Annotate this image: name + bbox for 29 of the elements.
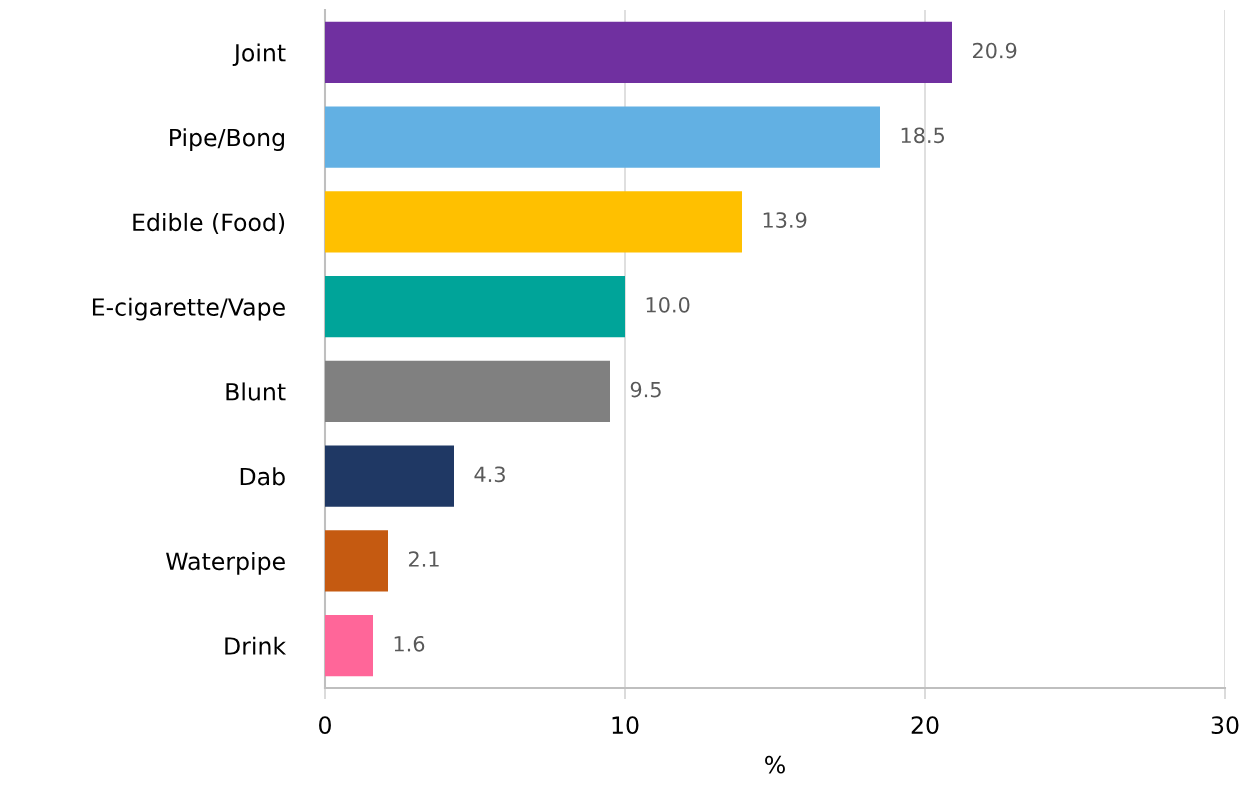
bar (325, 615, 373, 677)
y-tick-label: Dab (240, 467, 285, 486)
y-tick-label: Pipe/Bong (170, 128, 284, 152)
bar (325, 21, 952, 83)
y-tick-label: Drink (225, 636, 287, 655)
y-tick-label: Edible (Food) (133, 212, 285, 234)
x-tick-label: 30 (1211, 716, 1239, 735)
data-label: 4.3 (474, 466, 505, 483)
data-label: 2.1 (408, 551, 439, 567)
y-tick-label: Waterpipe (166, 551, 285, 575)
y-tick-label: Blunt (226, 382, 286, 401)
data-label: 20.9 (972, 42, 1017, 59)
data-label: 1.6 (394, 635, 425, 652)
data-label: 18.5 (901, 127, 945, 144)
bar (325, 530, 388, 592)
bar (325, 445, 454, 507)
x-tick-label: 10 (612, 716, 639, 735)
data-label: 9.5 (630, 381, 661, 398)
x-tick-label: 20 (911, 716, 939, 735)
x-axis-title: % (765, 755, 785, 774)
data-label: 13.9 (763, 212, 807, 228)
data-label: 10.0 (646, 296, 690, 313)
bar (325, 360, 610, 422)
y-tick-label: E-cigarette/Vape (92, 297, 285, 321)
y-tick-label: Joint (232, 43, 286, 67)
bar (325, 191, 742, 253)
bar (325, 276, 625, 338)
x-tick-label: 0 (319, 716, 331, 735)
bar (325, 106, 880, 168)
